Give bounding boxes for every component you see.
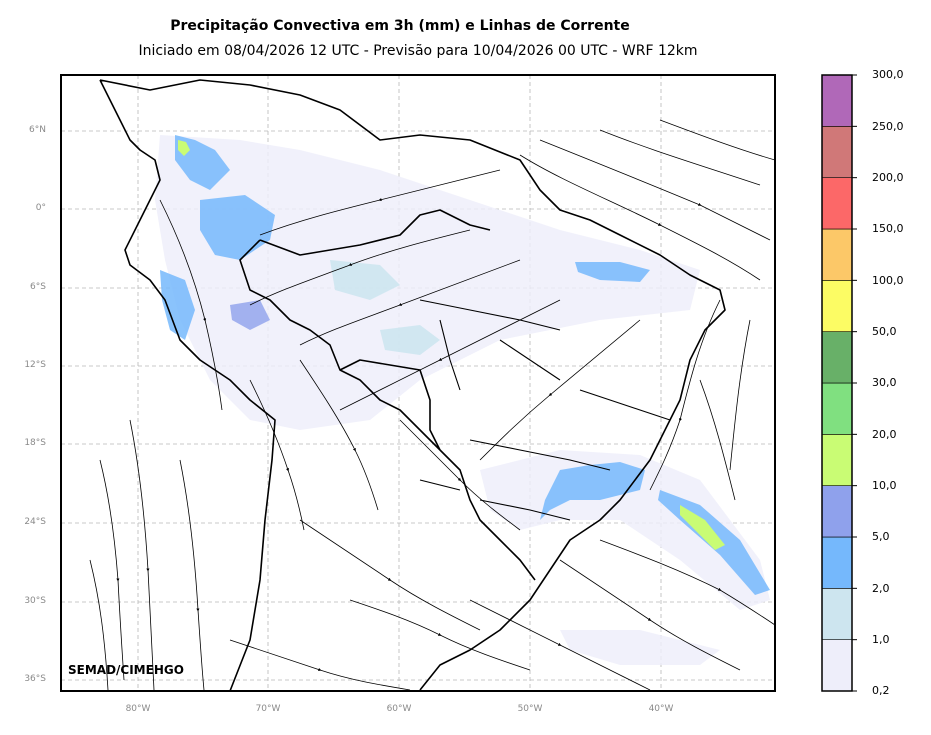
- lat-label-0: 0°: [35, 203, 46, 213]
- colorbar-segment: [821, 536, 853, 589]
- moderate-precip-amazon-east: [330, 260, 400, 300]
- lat-label-30s: 30°S: [24, 596, 46, 606]
- lon-label-40w: 40°W: [648, 704, 674, 714]
- colorbar-segment: [821, 382, 853, 435]
- colorbar-segment: [821, 177, 853, 230]
- colorbar-label: 30,0: [872, 376, 897, 389]
- colorbar-label: 20,0: [872, 428, 897, 441]
- lon-label-70w: 70°W: [255, 704, 281, 714]
- moderate-precip-peru: [160, 270, 195, 340]
- lat-label-36s: 36°S: [24, 674, 46, 684]
- colorbar-label: 300,0: [872, 68, 904, 81]
- precipitation-shading: [155, 135, 770, 665]
- lat-label-6s: 6°S: [30, 282, 46, 292]
- brazil-border: [239, 209, 536, 581]
- colorbar-segment: [821, 485, 853, 538]
- lon-label-60w: 60°W: [386, 704, 412, 714]
- colorbar-segment: [821, 74, 853, 127]
- streamlines: [89, 119, 775, 691]
- colorbar-label: 50,0: [872, 325, 897, 338]
- heavy-precip-nw: [178, 140, 190, 156]
- colorbar-segment: [821, 228, 853, 281]
- moderate-precip-central: [380, 325, 440, 355]
- lon-label-80w: 80°W: [125, 704, 151, 714]
- colorbar-label: 200,0: [872, 171, 904, 184]
- colorbar-segment: [821, 126, 853, 178]
- colorbar-label: 100,0: [872, 274, 904, 287]
- lon-label-50w: 50°W: [517, 704, 543, 714]
- light-precip-sea: [560, 630, 720, 665]
- colorbar-label: 2,0: [872, 582, 890, 595]
- moderate-precip-bolivia: [230, 300, 270, 330]
- country-borders: [99, 79, 726, 691]
- moderate-precip-se: [540, 462, 645, 520]
- internal-borders: [419, 299, 671, 521]
- colorbar-frame: [821, 74, 853, 692]
- lat-label-12s: 12°S: [24, 360, 46, 370]
- colorbar-segment: [821, 331, 853, 384]
- lat-label-6n: 6°N: [29, 125, 46, 135]
- colorbar-segment: [821, 588, 853, 640]
- map-title: Precipitação Convectiva em 3h (mm) e Lin…: [170, 18, 630, 34]
- heavy-precip-ocean: [680, 505, 725, 550]
- colorbar-segment: [821, 434, 853, 486]
- map-subtitle: Iniciado em 08/04/2026 12 UTC - Previsão…: [138, 43, 698, 59]
- colorbar-segment: [821, 639, 853, 692]
- lat-label-24s: 24°S: [24, 517, 46, 527]
- light-precip-amazon: [155, 135, 700, 430]
- lat-label-18s: 18°S: [24, 438, 46, 448]
- moderate-precip-ne: [575, 262, 650, 282]
- colorbar-segment: [821, 280, 853, 332]
- map-frame: [60, 74, 776, 692]
- colorbar-label: 5,0: [872, 530, 890, 543]
- south-america-outline: [99, 79, 726, 691]
- colorbar-label: 10,0: [872, 479, 897, 492]
- credit-label: SEMAD/CIMEHGO: [68, 663, 184, 677]
- colorbar: [821, 74, 857, 692]
- colorbar-label: 1,0: [872, 633, 890, 646]
- colorbar-label: 250,0: [872, 120, 904, 133]
- colorbar-label: 150,0: [872, 222, 904, 235]
- colorbar-label: 0,2: [872, 684, 890, 697]
